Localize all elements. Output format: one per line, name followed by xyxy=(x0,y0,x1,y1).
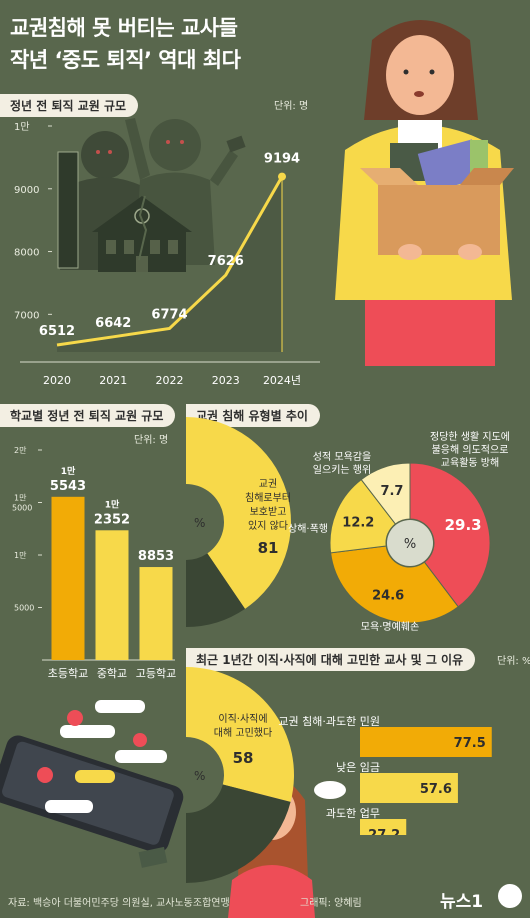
x-tick-label: 2021 xyxy=(99,374,127,387)
school-illustration xyxy=(57,151,192,272)
data-point xyxy=(278,172,286,181)
y-tick-label: 1만 xyxy=(14,494,27,503)
series-line xyxy=(56,175,284,347)
news1-logo: 뉴스1 xyxy=(440,892,484,912)
bar xyxy=(51,496,85,660)
x-tick-label: 초등학교 xyxy=(48,667,88,680)
bar xyxy=(360,727,492,757)
y-tick-label: 1만 xyxy=(14,551,27,560)
y-tick-label: 5000 xyxy=(12,504,32,513)
donut-title: 교권 xyxy=(259,478,277,490)
donut-title: 있지 않다 xyxy=(248,520,288,532)
bar xyxy=(360,773,458,803)
bar-value-label: 57.6 xyxy=(420,782,452,797)
x-tick-label: 2022 xyxy=(156,374,184,387)
section1-label: 정년 전 퇴직 교원 규모 xyxy=(0,94,139,117)
data-label: 6774 xyxy=(151,308,187,323)
donut-value-label: 81 xyxy=(258,539,279,557)
data-label: 9194 xyxy=(264,152,300,167)
slice-category-label: 성적 모욕감을 xyxy=(313,451,371,463)
page-title-line1: 교권침해 못 버티는 교사들 xyxy=(10,16,238,40)
donut-slice-main xyxy=(186,417,291,609)
bar-label: 8853 xyxy=(138,549,174,564)
slice-category-label: 불응해 의도적으로 xyxy=(432,443,509,456)
y-tick-label: 8000 xyxy=(14,248,39,259)
slice-category-label: 교육활동 방해 xyxy=(441,456,499,469)
bar-label-top: 1만 xyxy=(105,498,120,510)
slice-category-label: 모욕·명예훼손 xyxy=(361,621,419,633)
donut-title: 보호받고 xyxy=(250,506,287,518)
section1-unit: 단위: 명 xyxy=(274,101,309,112)
bar-category-label: 낮은 임금 xyxy=(336,761,380,774)
data-label: 7626 xyxy=(208,254,244,269)
slice-value-label: 7.7 xyxy=(380,484,403,499)
donut-center-label: % xyxy=(404,537,416,552)
slice-category-label: 상해·폭행 xyxy=(288,522,328,535)
data-label: 6512 xyxy=(39,324,75,339)
bar-category-label: 과도한 업무 xyxy=(326,807,380,820)
donut-hole xyxy=(387,520,433,566)
section2-label: 학교별 정년 전 퇴직 교원 규모 xyxy=(0,404,176,427)
section2-unit: 단위: 명 xyxy=(134,435,169,446)
y-tick-label: 1만 xyxy=(14,121,30,133)
x-tick-label: 고등학교 xyxy=(136,667,176,680)
donut-slice-rest xyxy=(186,784,291,883)
slice-value-label: 24.6 xyxy=(372,589,404,604)
section4-label: 최근 1년간 이직·사직에 대해 고민한 교사 및 그 이유 xyxy=(186,648,476,671)
donut-center-label: % xyxy=(194,769,205,783)
logo-badge-icon xyxy=(498,884,522,908)
reasons-hbar-chart: 교권 침해·과도한 민원 77.5 낮은 임금 57.6 과도한 업무 27.2 xyxy=(278,714,492,835)
bar-label: 2352 xyxy=(94,512,130,527)
donut-slice xyxy=(409,462,491,608)
donut-slice xyxy=(329,478,397,554)
bar-value-label: 27.2 xyxy=(368,828,400,835)
donut-slice xyxy=(360,462,411,525)
bar xyxy=(95,530,129,660)
footer-credit: 그래픽: 양혜림 xyxy=(300,898,362,909)
donut-slice xyxy=(330,545,459,624)
x-tick-label: 2020 xyxy=(43,374,71,387)
bar-label-top: 1만 xyxy=(61,465,76,477)
donut-center-label: % xyxy=(194,516,205,530)
shadow-figures-illustration xyxy=(60,118,246,270)
line-area xyxy=(57,176,282,352)
section3-label: 교권 침해 유형별 추이 xyxy=(186,404,320,427)
y-tick-label: 2만 xyxy=(14,446,27,455)
donut-slice-rest xyxy=(186,553,246,627)
slice-category-label: 정당한 생활 지도에 xyxy=(430,430,510,443)
data-label: 6642 xyxy=(95,316,131,331)
page-title-line2: 작년 ‘중도 퇴직’ 역대 최다 xyxy=(10,48,241,72)
x-tick-label: 2024년 xyxy=(263,374,301,387)
y-tick-label: 7000 xyxy=(14,310,39,321)
slice-category-label: 일으키는 행위 xyxy=(313,463,371,476)
x-tick-label: 중학교 xyxy=(97,667,127,680)
bar xyxy=(139,567,173,660)
bar-label: 5543 xyxy=(50,479,86,494)
donut-title: 대해 고민했다 xyxy=(214,726,272,739)
slice-value-label: 12.2 xyxy=(342,515,374,530)
bar-value-label: 77.5 xyxy=(454,736,486,751)
donut-slice-main xyxy=(186,667,294,802)
y-tick-label: 5000 xyxy=(14,604,34,613)
slice-value-label: 29.3 xyxy=(445,516,482,534)
x-tick-label: 2023 xyxy=(212,374,240,387)
teacher-with-box-illustration xyxy=(335,20,514,366)
bar-category-label: 교권 침해·과도한 민원 xyxy=(278,714,380,728)
donut-value-label: 58 xyxy=(233,749,254,767)
footer-source: 자료: 백승아 더불어민주당 의원실, 교사노동조합연맹 xyxy=(8,898,230,909)
section4-unit: 단위: % xyxy=(497,656,530,667)
school-level-bar-chart: 2만1만50001만50001만5543초등학교1만2352중학교8853고등학… xyxy=(12,446,176,680)
donut-title: 이직·사직에 xyxy=(218,713,267,725)
bar xyxy=(360,819,407,835)
donut-title: 침해로부터 xyxy=(245,491,291,504)
y-tick-label: 9000 xyxy=(14,185,39,196)
smartphone-illustration xyxy=(0,700,184,868)
